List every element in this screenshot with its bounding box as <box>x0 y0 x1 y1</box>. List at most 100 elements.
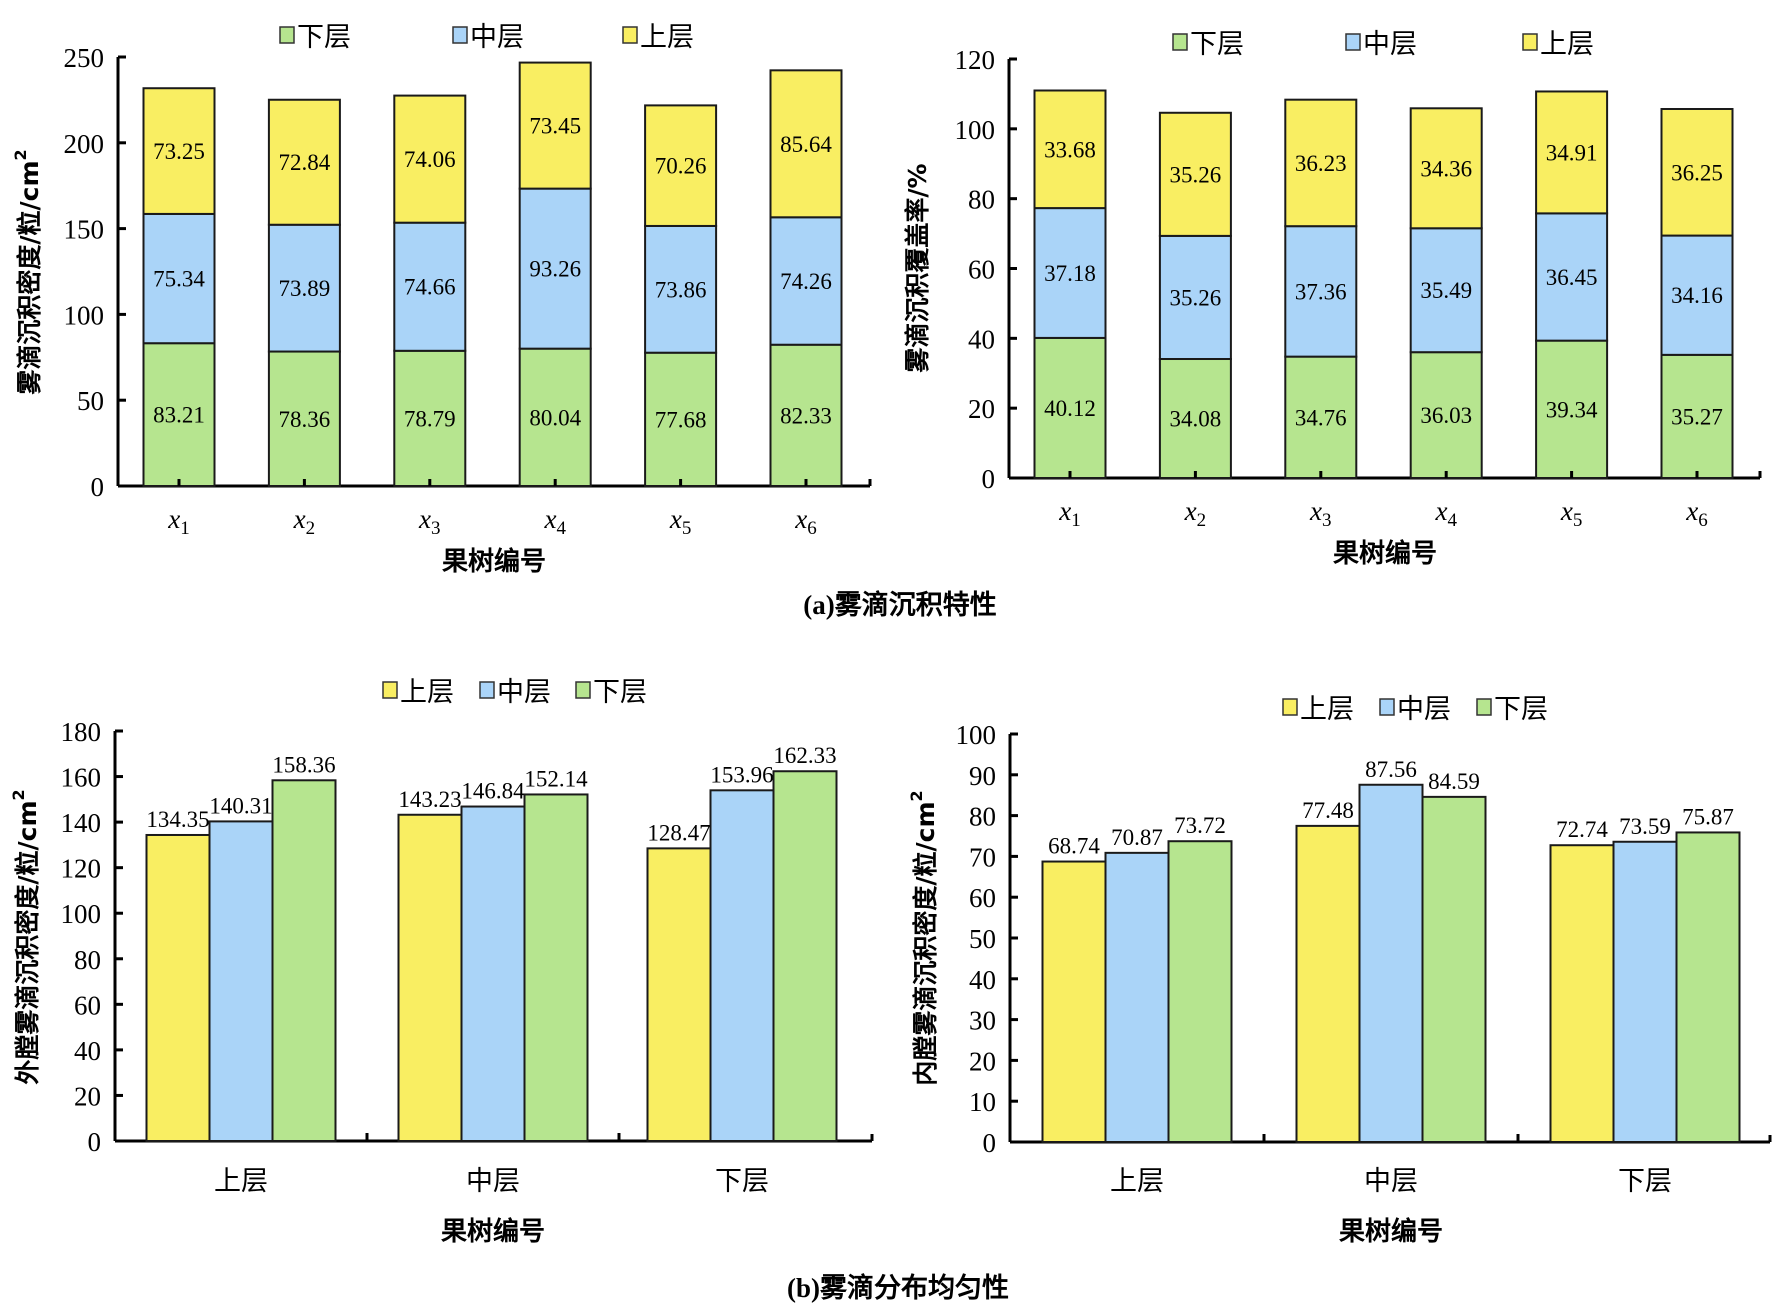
y-axis-title-superscript: 2 <box>907 790 926 801</box>
y-tick-label: 20 <box>968 394 995 424</box>
chart-outer-canopy-density: 0 20 40 60 80 100 120 140 160 180 外膛雾滴沉积密度/粒/cm2 果树… <box>9 677 874 1247</box>
x-tick-label-base: x <box>1309 496 1322 526</box>
y-axis-title: 内膛雾滴沉积密度/粒/cm2 <box>907 790 940 1085</box>
x-tick-label: x6 <box>794 504 816 539</box>
data-label: 40.12 <box>1044 396 1096 421</box>
data-label: 37.36 <box>1295 279 1347 304</box>
bar-segment-lower <box>1033 336 1107 479</box>
bar-segment-lower <box>1158 358 1232 479</box>
y-tick-label: 160 <box>61 763 102 793</box>
data-label: 153.96 <box>710 762 773 787</box>
legend-label-middle: 中层 <box>1363 29 1417 60</box>
x-tick-label-subscript: 3 <box>431 518 441 539</box>
bar-segment-upper <box>769 69 843 219</box>
data-label: 70.26 <box>655 154 707 179</box>
x-tick-label-subscript: 1 <box>180 518 190 539</box>
legend-label-middle: 中层 <box>470 22 524 53</box>
bar-segment-lower <box>644 351 718 487</box>
y-tick-label: 150 <box>64 215 105 245</box>
data-label: 73.25 <box>153 139 205 164</box>
y-tick-label: 40 <box>968 324 995 354</box>
x-tick-label: x4 <box>1434 496 1457 531</box>
x-tick-label: x2 <box>293 504 315 539</box>
data-label: 162.33 <box>773 743 836 768</box>
caption-a: (a)雾滴沉积特性 <box>803 589 996 620</box>
legend-swatch-middle <box>1379 698 1395 716</box>
x-tick-label: 中层 <box>466 1166 520 1197</box>
x-tick-label: 上层 <box>214 1166 268 1197</box>
y-axis-title-text: 外膛雾滴沉积密度/粒/cm <box>13 801 42 1085</box>
data-label: 36.25 <box>1671 160 1723 185</box>
x-tick-label-subscript: 3 <box>1322 510 1332 531</box>
y-tick-label: 20 <box>74 1081 101 1111</box>
x-tick-label: x5 <box>1560 496 1582 531</box>
y-axis-title-text: 雾滴沉积密度/粒/cm <box>15 161 44 395</box>
legend-label-upper: 上层 <box>640 22 694 53</box>
data-label: 68.74 <box>1048 834 1100 859</box>
bar-middle <box>1104 851 1170 1143</box>
x-tick-label-subscript: 6 <box>807 518 817 539</box>
legend-swatch-lower <box>279 26 295 44</box>
y-axis-title: 雾滴沉积密度/粒/cm2 <box>11 149 44 394</box>
bar-segment-middle <box>1033 207 1107 339</box>
y-tick-label: 40 <box>74 1036 101 1066</box>
bar-segment-lower <box>142 342 216 487</box>
x-tick-label: x2 <box>1184 496 1206 531</box>
x-tick-label-subscript: 1 <box>1071 510 1081 531</box>
bar-segment-middle <box>1284 225 1358 358</box>
legend-swatch-lower <box>575 681 591 699</box>
bar-lower <box>772 770 838 1143</box>
chart-inner-canopy-density: 0 10 20 30 40 50 60 70 80 90 100 内膛雾滴沉积密度/粒/cm2 果树编号… <box>907 694 1772 1247</box>
legend-swatch-upper <box>622 26 638 44</box>
data-label: 143.23 <box>398 787 461 812</box>
data-label: 75.34 <box>153 267 205 292</box>
data-label: 83.21 <box>153 403 205 428</box>
x-tick-label-base: x <box>669 504 682 534</box>
data-label: 77.48 <box>1302 798 1354 823</box>
y-tick-label: 200 <box>64 129 105 159</box>
legend-label-middle: 中层 <box>1397 694 1451 725</box>
bar-upper <box>646 847 712 1142</box>
bar-segment-upper <box>142 87 216 215</box>
x-tick-label-base: x <box>293 504 306 534</box>
y-axis-title-superscript: 2 <box>9 789 28 800</box>
bar-segment-upper <box>1660 108 1734 237</box>
data-label: 36.45 <box>1546 265 1598 290</box>
y-tick-label: 20 <box>969 1046 996 1076</box>
x-tick-label: x6 <box>1685 496 1707 531</box>
bar-lower <box>271 779 337 1143</box>
x-tick-label-base: x <box>167 504 180 534</box>
x-tick-label: 下层 <box>1618 1166 1672 1197</box>
bar-middle <box>1612 840 1678 1143</box>
y-tick-label: 80 <box>968 185 995 215</box>
legend-label-lower: 下层 <box>1494 694 1548 725</box>
data-label: 85.64 <box>780 132 832 157</box>
x-tick-label-base: x <box>1184 496 1197 526</box>
x-tick-label-base: x <box>1685 496 1698 526</box>
y-tick-label: 0 <box>983 1128 997 1158</box>
y-tick-label: 180 <box>61 717 102 747</box>
bar-segment-lower <box>267 350 341 487</box>
y-tick-label: 120 <box>955 45 996 75</box>
data-label: 36.23 <box>1295 151 1347 176</box>
legend-label-lower: 下层 <box>1190 29 1244 60</box>
legend-label-upper: 上层 <box>400 677 454 708</box>
x-tick-label-base: x <box>1560 496 1573 526</box>
y-tick-label: 0 <box>91 472 105 502</box>
x-tick-label-base: x <box>418 504 431 534</box>
bar-segment-middle <box>1535 212 1609 342</box>
legend-label-upper: 上层 <box>1300 694 1354 725</box>
data-label: 93.26 <box>529 257 581 282</box>
bar-segment-middle <box>769 216 843 346</box>
x-axis-title: 果树编号 <box>442 546 546 577</box>
y-tick-label: 250 <box>64 43 105 73</box>
y-tick-label: 60 <box>969 883 996 913</box>
y-tick-label: 50 <box>969 924 996 954</box>
x-tick-label-base: x <box>543 504 556 534</box>
bar-segment-lower <box>1660 353 1734 479</box>
x-tick-label-base: x <box>1434 496 1447 526</box>
bar-middle <box>1358 783 1424 1143</box>
